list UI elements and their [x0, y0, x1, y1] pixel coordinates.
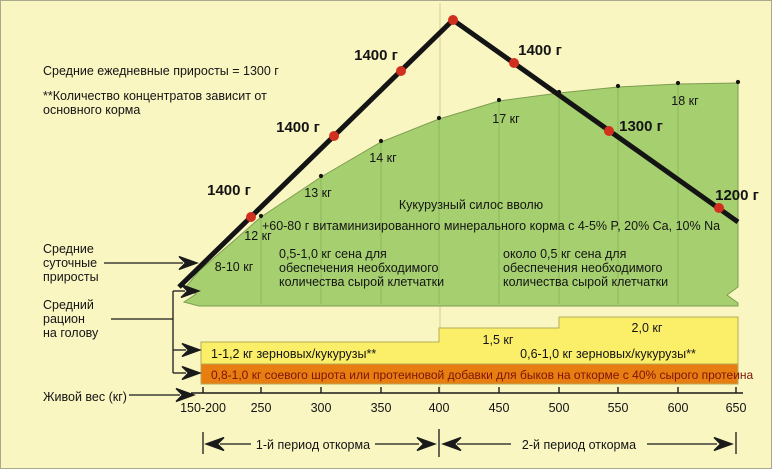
- protein-bar-shape: [200, 363, 739, 385]
- hay-note-period1: 0,5-1,0 кг сена для обеспечения необходи…: [279, 247, 445, 289]
- daily-gain-arrowhead-icon: [178, 255, 199, 271]
- x-tick-150-200: 150-200: [180, 401, 226, 415]
- silage-amount-1: 8-10 кг: [214, 260, 254, 274]
- period-arrows: [202, 429, 737, 457]
- gain-label-6: 1200 г: [715, 187, 759, 204]
- x-tick-550: 550: [607, 401, 629, 415]
- ration-arrowhead-grain-icon: [181, 342, 202, 358]
- silage-amount-4: 14 кг: [369, 151, 397, 165]
- gain-label-1: 1400 г: [207, 182, 251, 199]
- x-tick-300: 300: [310, 401, 332, 415]
- x-tick-450: 450: [488, 401, 510, 415]
- ration-arrowhead-silage-icon: [180, 283, 201, 299]
- silage-amount-2: 12 кг: [244, 229, 272, 243]
- silage-amount-3: 13 кг: [304, 186, 332, 200]
- live-weight-arrowhead-icon: [175, 387, 196, 403]
- hay-note-period2: около 0,5 кг сена для обеспечения необхо…: [503, 247, 669, 289]
- grain-step3-label: 2,0 кг: [631, 321, 663, 335]
- period2-right-arrowhead-icon: [713, 436, 734, 452]
- label-live-weight: Живой вес (кг): [43, 390, 127, 404]
- protein-bar-label: 0,8-1,0 кг соевого шрота или протеиновой…: [211, 368, 754, 382]
- mineral-note: +60-80 г витаминизированного минеральног…: [261, 219, 721, 233]
- x-tick-250: 250: [250, 401, 272, 415]
- x-tick-500: 500: [548, 401, 570, 415]
- label-ration: Средний рацион на голову: [43, 298, 99, 340]
- ration-arrowhead-protein-icon: [181, 365, 202, 381]
- x-tick-350: 350: [370, 401, 392, 415]
- period1-label: 1-й период откорма: [255, 438, 371, 452]
- gain-point-1400-1: [246, 212, 256, 222]
- silage-gridlines: [260, 84, 679, 304]
- gain-points: [246, 15, 724, 222]
- gain-point-1400-4: [509, 58, 519, 68]
- silage-edge-dots: [258, 79, 741, 219]
- gain-label-4: 1400 г: [518, 42, 562, 59]
- gain-point-1400-2: [329, 131, 339, 141]
- gain-point-1300: [604, 126, 614, 136]
- gain-point-1200: [714, 203, 724, 213]
- period1-right-arrowhead-icon: [416, 436, 437, 452]
- silage-title: Кукурузный силос вволю: [398, 198, 544, 212]
- label-daily-gain: Средние суточные приросты: [43, 242, 99, 284]
- gain-label-3: 1400 г: [354, 47, 398, 64]
- gain-label-2: 1400 г: [276, 119, 320, 136]
- gain-point-1400-3: [396, 66, 406, 76]
- x-tick-650: 650: [725, 401, 747, 415]
- grain-period1-label: 1-1,2 кг зерновых/кукурузы**: [211, 347, 377, 361]
- x-tick-400: 400: [428, 401, 450, 415]
- silage-amount-5: 17 кг: [492, 112, 520, 126]
- silage-amount-6: 18 кг: [671, 94, 699, 108]
- period1-left-arrowhead-icon: [204, 436, 225, 452]
- gain-point-peak: [448, 15, 458, 25]
- annotation-arrows: [104, 255, 202, 403]
- period2-label: 2-й период откорма: [521, 438, 637, 452]
- grain-step2-label: 1,5 кг: [482, 333, 514, 347]
- note-concentrates: **Количество концентратов зависит от осн…: [43, 89, 267, 117]
- note-average-gain: Средние ежедневные приросты = 1300 г: [43, 64, 279, 78]
- x-axis-ticks: [202, 387, 737, 393]
- grain-period2-label: 0,6-1,0 кг зерновых/кукурузы**: [520, 347, 696, 361]
- x-tick-600: 600: [667, 401, 689, 415]
- gain-label-5: 1300 г: [619, 118, 663, 135]
- period2-left-arrowhead-icon: [441, 436, 462, 452]
